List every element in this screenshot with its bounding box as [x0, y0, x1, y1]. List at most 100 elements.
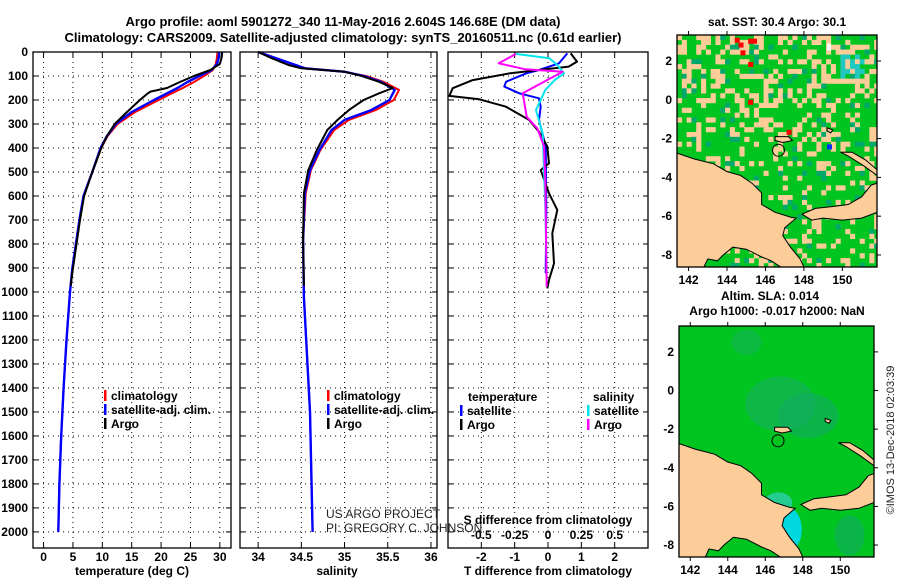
sst-cell: [864, 146, 870, 152]
sst-cell: [816, 262, 822, 267]
sst-cell: [830, 68, 836, 75]
sst-cell: [806, 88, 812, 94]
difference-panel: -2 -1 0 1 2 -0.5 -0.25 0 0.25 0.5: [447, 51, 649, 564]
sst-cell: [821, 175, 827, 181]
sst-cell: [691, 131, 697, 138]
sst-cell: [802, 195, 808, 201]
sst-cell: [739, 151, 745, 157]
x-tick-label: -1: [509, 550, 520, 564]
temperature-panel: 0100200300400500600700800900100011001200…: [1, 45, 232, 564]
sst-cell: [845, 161, 851, 167]
sst-cell: [734, 136, 740, 142]
sst-cell: [869, 59, 875, 65]
sst-cell: [773, 102, 779, 109]
sst-cell: [691, 64, 697, 70]
legend-label: satellite: [594, 404, 639, 418]
sst-cell: [787, 161, 793, 167]
sst-cell: [874, 68, 877, 75]
legend-label: Argo: [334, 417, 362, 431]
sst-cell: [797, 175, 803, 181]
sst-cell: [710, 73, 716, 79]
sst-cell: [753, 35, 760, 41]
sst-cell: [850, 117, 856, 123]
sst-cell: [821, 78, 827, 84]
legend-label: climatology: [334, 389, 401, 403]
sst-cell: [758, 258, 764, 264]
sst-cell: [768, 78, 774, 84]
sst-cell: [681, 78, 687, 84]
sst-cell: [874, 83, 877, 89]
sst-cell: [768, 54, 774, 60]
lon-tick-label: 146: [755, 273, 775, 287]
sst-cell: [802, 68, 808, 75]
sst-cell: [715, 68, 721, 75]
sst-cell: [845, 228, 851, 235]
lat-tick-label: 2: [667, 345, 674, 359]
x-tick-label: 36: [424, 550, 438, 564]
x-tick-label: 0: [40, 550, 47, 564]
land-coastline: [824, 417, 832, 424]
sst-cell: [840, 78, 846, 84]
sst-cell: [696, 136, 702, 142]
sst-cell: [830, 102, 836, 109]
sst-cell: [816, 170, 822, 176]
sst-cell: [859, 141, 865, 147]
sst-cell: [869, 131, 875, 138]
sst-cell: [821, 131, 827, 138]
land-coastline: [774, 426, 793, 434]
sst-cell: [869, 54, 875, 60]
difference-legend: temperature satellite Argo salinity sate…: [460, 390, 639, 432]
land-coastline: [800, 182, 877, 221]
sst-cell: [749, 49, 755, 55]
sst-cell: [845, 258, 851, 264]
lon-tick-label: 150: [832, 273, 852, 287]
sst-cell: [806, 238, 812, 244]
x-tick-label: -2: [476, 550, 487, 564]
sst-cell: [763, 78, 769, 84]
sst-cell: [720, 49, 726, 55]
sst-cell: [744, 258, 750, 264]
sst-cell: [701, 88, 707, 94]
sst-cell: [797, 248, 803, 254]
sst-cell: [850, 122, 856, 128]
sst-cell: [806, 35, 812, 41]
sst-cell: [782, 175, 788, 181]
sst-cell: [816, 131, 822, 138]
sst-cell: [797, 88, 803, 94]
sst-cell: [792, 146, 798, 152]
sst-cell: [744, 136, 750, 142]
sst-cell: [792, 204, 798, 210]
sst-cell: [768, 44, 774, 50]
land-coastline: [826, 127, 834, 134]
sst-cell: [777, 98, 784, 104]
sst-cell: [850, 127, 856, 133]
sst-cell: [681, 83, 687, 89]
legend-title-temperature: temperature: [468, 390, 538, 404]
sst-cell: [830, 131, 836, 138]
sst-cell: [782, 199, 788, 206]
sst-cell: [749, 68, 755, 75]
sst-cell: [850, 49, 856, 55]
sst-cell: [787, 93, 793, 99]
sst-cell: [859, 185, 865, 191]
sst-cell: [705, 141, 711, 147]
sst-cell: [710, 93, 716, 99]
sst-cell: [854, 59, 860, 65]
sst-cell: [840, 141, 846, 147]
sst-cell: [720, 73, 726, 79]
sst-cell: [797, 122, 803, 128]
sst-cell: [869, 161, 875, 167]
sst-cell: [840, 64, 846, 70]
sst-cell: [744, 44, 750, 50]
sst-cell: [753, 175, 760, 181]
sst-cell: [816, 98, 822, 104]
sst-cell: [874, 39, 877, 45]
sst-cell: [725, 78, 731, 84]
sst-cell: [729, 44, 735, 50]
sst-cell: [864, 102, 870, 109]
sst-cell: [749, 127, 755, 133]
series-line-temperature-argo: [448, 52, 578, 289]
legend-swatch-argo: [104, 418, 107, 429]
sst-cell: [677, 64, 683, 70]
sst-cell: [749, 161, 755, 167]
